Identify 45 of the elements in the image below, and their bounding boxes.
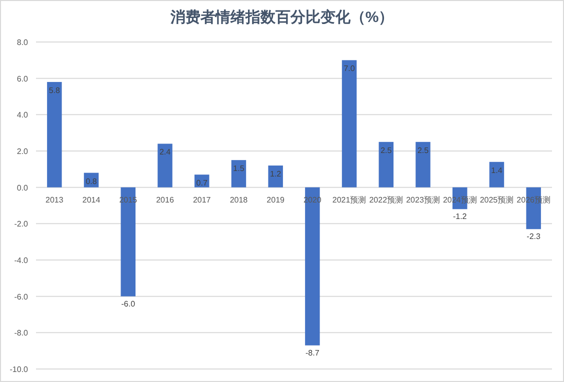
bar — [158, 144, 172, 188]
data-label: 1.2 — [270, 170, 282, 179]
data-label: 5.8 — [48, 86, 61, 95]
x-tick-label: 2021预测 — [332, 195, 366, 204]
data-label: 1.5 — [233, 164, 245, 174]
y-tick-label: 2.0 — [16, 147, 29, 156]
data-label: 0.7 — [196, 178, 208, 188]
data-label: 1.4 — [491, 166, 503, 175]
y-tick-label: -10.0 — [10, 365, 29, 374]
x-tick-label: 2023预测 — [406, 195, 440, 204]
y-tick-label: 8.0 — [16, 38, 29, 47]
y-tick-label: 6.0 — [16, 74, 29, 84]
data-label: -8.7 — [306, 348, 320, 358]
y-tick-label: 0.0 — [16, 183, 29, 192]
data-label: 7.0 — [344, 64, 356, 74]
y-tick-label: -6.0 — [14, 292, 29, 302]
data-label: -2.3 — [526, 232, 542, 242]
bar — [416, 142, 430, 188]
x-tick-label: 2016 — [156, 195, 174, 204]
x-tick-label: 2019 — [266, 195, 286, 204]
data-label: -6.0 — [121, 299, 136, 308]
data-label: 2.5 — [417, 146, 430, 155]
data-label: 2.4 — [159, 148, 172, 157]
bar — [268, 166, 283, 188]
x-tick-label: 2022预测 — [369, 195, 404, 204]
data-label: -1.2 — [452, 212, 468, 222]
y-tick-label: -8.0 — [14, 328, 29, 338]
bar — [120, 187, 136, 296]
chart-title: 消费者情绪指数百分比变化（%） — [169, 8, 394, 26]
x-tick-label: 2025预测 — [480, 195, 514, 204]
bar — [231, 160, 246, 188]
bar — [47, 82, 62, 188]
x-tick-label: 2013 — [46, 195, 64, 204]
bar — [342, 60, 357, 188]
bar — [489, 162, 504, 188]
bar — [305, 187, 320, 346]
y-tick-label: -4.0 — [14, 256, 29, 265]
data-label: 0.8 — [86, 176, 98, 186]
x-tick-label: 2017 — [192, 195, 212, 204]
y-tick-label: -2.0 — [14, 220, 29, 229]
data-label: 2.5 — [380, 146, 392, 155]
x-tick-label: 2018 — [230, 195, 248, 204]
y-tick-label: 4.0 — [16, 110, 29, 120]
x-tick-label: 2014 — [82, 195, 101, 204]
bar — [378, 142, 394, 188]
